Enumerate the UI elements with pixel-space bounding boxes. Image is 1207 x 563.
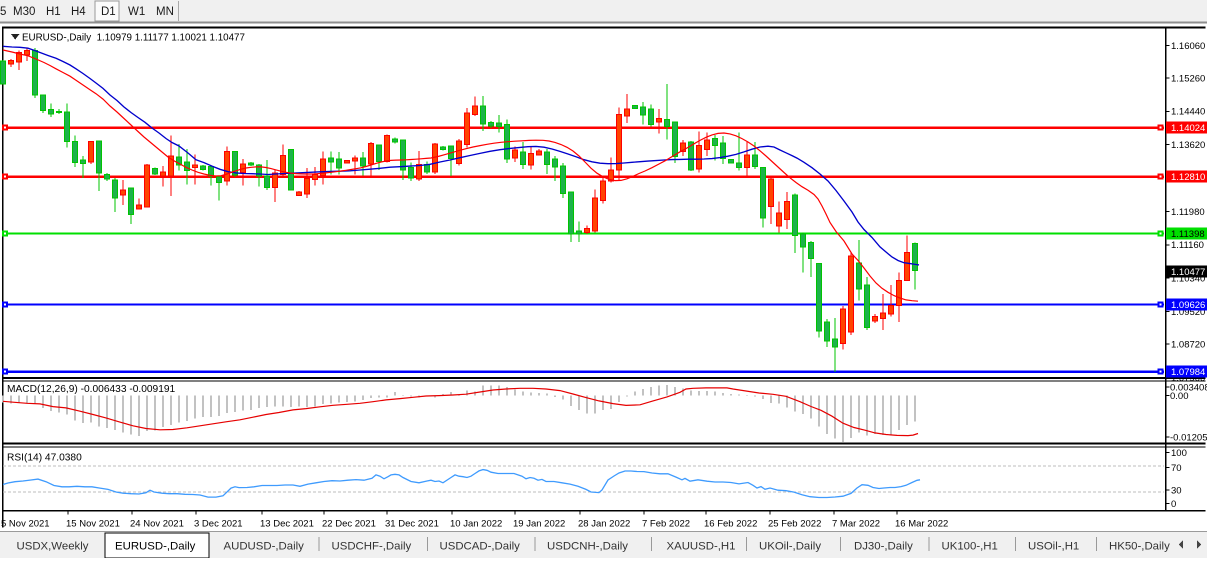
svg-text:3 Dec 2021: 3 Dec 2021 [194, 519, 243, 530]
svg-text:W1: W1 [128, 6, 145, 18]
svg-text:HK50-,Daily: HK50-,Daily [1109, 541, 1170, 553]
svg-text:1.12810: 1.12810 [1171, 172, 1205, 183]
svg-text:0.00: 0.00 [1170, 391, 1189, 402]
svg-text:RSI(14) 47.0380: RSI(14) 47.0380 [7, 453, 82, 464]
svg-text:0: 0 [1171, 499, 1176, 510]
svg-text:EURUSD-,Daily 1.10979 1.11177: EURUSD-,Daily 1.10979 1.11177 1.10021 1.… [22, 33, 245, 44]
svg-text:USDCAD-,Daily: USDCAD-,Daily [440, 541, 521, 553]
svg-text:1.14024: 1.14024 [1171, 123, 1205, 134]
svg-text:UK100-,H1: UK100-,H1 [942, 541, 998, 553]
svg-text:16 Feb 2022: 16 Feb 2022 [704, 519, 757, 530]
svg-text:7 Feb 2022: 7 Feb 2022 [642, 519, 690, 530]
svg-text:1.11980: 1.11980 [1171, 207, 1205, 218]
svg-text:10 Jan 2022: 10 Jan 2022 [450, 519, 502, 530]
svg-text:16 Mar 2022: 16 Mar 2022 [895, 519, 948, 530]
svg-text:7 Mar 2022: 7 Mar 2022 [832, 519, 880, 530]
svg-text:1.07984: 1.07984 [1171, 367, 1205, 378]
svg-text:MACD(12,26,9) -0.006433 -0.009: MACD(12,26,9) -0.006433 -0.009191 [7, 384, 176, 395]
svg-text:1.11398: 1.11398 [1171, 229, 1205, 240]
svg-text:25 Feb 2022: 25 Feb 2022 [768, 519, 821, 530]
svg-text:1.10477: 1.10477 [1171, 267, 1205, 278]
svg-text:H1: H1 [46, 6, 61, 18]
svg-text:1.10340: 1.10340 [1171, 274, 1205, 285]
svg-text:XAUUSD-,H1: XAUUSD-,H1 [667, 541, 736, 553]
svg-text:DJ30-,Daily: DJ30-,Daily [854, 541, 913, 553]
svg-text:1.13620: 1.13620 [1171, 140, 1205, 151]
svg-text:M30: M30 [13, 6, 35, 18]
svg-text:1.09626: 1.09626 [1171, 300, 1205, 311]
svg-text:UKOil-,Daily: UKOil-,Daily [759, 541, 821, 553]
svg-text:28 Jan 2022: 28 Jan 2022 [578, 519, 630, 530]
svg-text:-0.012058: -0.012058 [1170, 433, 1207, 444]
svg-text:0.003408: 0.003408 [1170, 383, 1207, 394]
svg-text:1.15260: 1.15260 [1171, 73, 1205, 84]
svg-text:1.16060: 1.16060 [1171, 41, 1205, 52]
svg-text:1.09520: 1.09520 [1171, 307, 1205, 318]
svg-text:100: 100 [1171, 448, 1187, 459]
svg-text:1.14440: 1.14440 [1171, 107, 1205, 118]
svg-text:5 Nov 2021: 5 Nov 2021 [1, 519, 50, 530]
svg-text:5: 5 [0, 6, 6, 18]
svg-text:19 Jan 2022: 19 Jan 2022 [513, 519, 565, 530]
svg-text:24 Nov 2021: 24 Nov 2021 [130, 519, 184, 530]
svg-text:70: 70 [1171, 463, 1182, 474]
svg-text:AUDUSD-,Daily: AUDUSD-,Daily [224, 541, 305, 553]
svg-text:1.07900: 1.07900 [1171, 373, 1205, 384]
svg-text:USDX,Weekly: USDX,Weekly [17, 541, 89, 553]
svg-text:1.08720: 1.08720 [1171, 340, 1205, 351]
svg-text:15 Nov 2021: 15 Nov 2021 [66, 519, 120, 530]
svg-text:H4: H4 [71, 6, 86, 18]
svg-text:MN: MN [156, 6, 174, 18]
svg-text:22 Dec 2021: 22 Dec 2021 [322, 519, 376, 530]
svg-text:EURUSD-,Daily: EURUSD-,Daily [115, 541, 196, 553]
svg-text:31 Dec 2021: 31 Dec 2021 [385, 519, 439, 530]
svg-text:USDCHF-,Daily: USDCHF-,Daily [332, 541, 412, 553]
svg-text:USOil-,H1: USOil-,H1 [1028, 541, 1079, 553]
svg-text:1.11160: 1.11160 [1171, 240, 1204, 251]
svg-text:30: 30 [1171, 485, 1182, 496]
svg-text:D1: D1 [101, 6, 116, 18]
svg-text:USDCNH-,Daily: USDCNH-,Daily [547, 541, 628, 553]
svg-text:13 Dec 2021: 13 Dec 2021 [260, 519, 314, 530]
